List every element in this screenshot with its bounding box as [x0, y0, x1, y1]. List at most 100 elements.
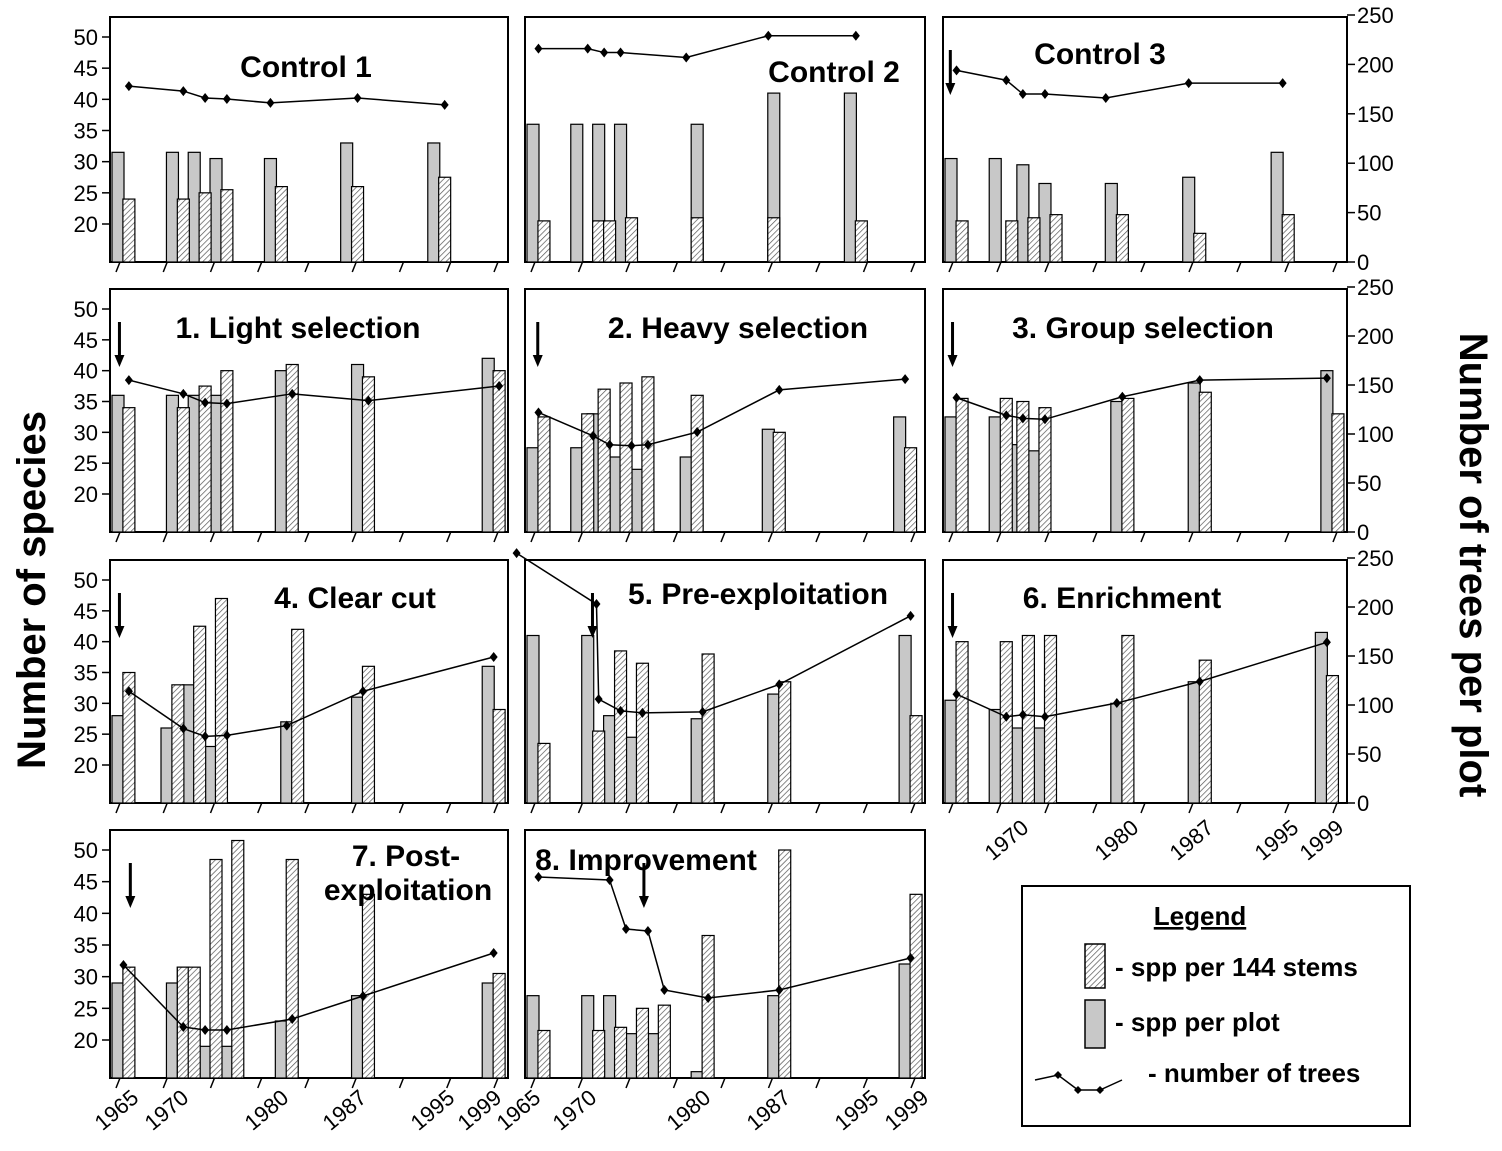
- bottom-tick: [351, 1077, 357, 1089]
- panel-6: 250 200 150 100 50 0 3. Group selection: [942, 275, 1394, 545]
- trees-marker: [704, 993, 713, 1003]
- bar-spp-per-144-stems: [1193, 232, 1207, 263]
- right-tick-label: 250: [1357, 275, 1394, 300]
- bottom-tick: [910, 261, 916, 273]
- trees-marker: [775, 985, 784, 995]
- bottom-tick: [304, 802, 310, 814]
- bar-spp-per-plot: [767, 995, 781, 1079]
- bottom-tick: [815, 531, 821, 543]
- bar-spp-per-144-stems: [641, 376, 655, 533]
- bottom-tick: [767, 1077, 774, 1089]
- bar-spp-per-144-stems: [537, 742, 551, 804]
- panel-title: Control 3: [1034, 38, 1166, 71]
- trees-marker: [440, 99, 449, 110]
- trees-marker: [534, 872, 543, 882]
- trees-marker: [282, 720, 291, 731]
- bottom-tick: [672, 802, 679, 814]
- bar-spp-per-144-stems: [619, 382, 633, 533]
- bar-spp-per-plot: [1038, 182, 1052, 263]
- bar-spp-per-plot: [481, 982, 495, 1079]
- event-arrow-head: [947, 355, 958, 367]
- trees-marker: [534, 43, 543, 54]
- bottom-tick: [767, 531, 774, 543]
- bottom-tick: [948, 802, 954, 814]
- bar-spp-per-plot: [203, 745, 218, 804]
- trees-marker: [627, 440, 636, 451]
- bottom-tick: [815, 802, 821, 814]
- bar-spp-per-144-stems: [1198, 659, 1212, 804]
- trees-marker: [616, 705, 625, 716]
- bar-spp-per-plot: [209, 157, 223, 263]
- bottom-tick: [1188, 531, 1194, 543]
- panel-title: 7. Post-: [352, 840, 460, 873]
- left-tick-label: 20: [74, 753, 98, 778]
- bar-spp-per-plot: [481, 665, 495, 804]
- bar-spp-per-plot: [898, 634, 912, 804]
- bar-spp-per-plot: [690, 718, 704, 804]
- trees-marker: [1040, 89, 1049, 100]
- bottom-tick: [1332, 802, 1338, 814]
- bar-spp-per-plot: [160, 727, 174, 804]
- left-tick-label: 25: [74, 722, 98, 747]
- bar-spp-per-144-stems: [537, 1029, 551, 1079]
- trees-marker: [179, 723, 188, 734]
- left-tick-label: 20: [74, 212, 98, 237]
- bottom-tick: [162, 261, 168, 273]
- left-tick-label: 25: [74, 996, 98, 1021]
- trees-marker: [489, 948, 498, 958]
- trees-marker: [901, 374, 910, 385]
- trees-marker: [605, 439, 614, 450]
- event-arrow-head: [125, 896, 136, 908]
- bar-spp-per-plot: [581, 634, 595, 804]
- bar-spp-per-plot: [350, 995, 365, 1079]
- panel-title: Control 1: [240, 51, 372, 84]
- panel-11: 8. Improvement: [524, 829, 926, 1089]
- left-tick-label: 30: [74, 150, 98, 175]
- trees-marker: [1040, 414, 1049, 425]
- legend-line-label: - number of trees: [1148, 1058, 1360, 1088]
- x-tick-label: 1995: [1250, 815, 1304, 866]
- x-tick-label: 1970: [140, 1085, 194, 1136]
- trees-marker: [1018, 709, 1027, 720]
- trees-marker: [364, 395, 373, 406]
- trees-marker: [1322, 373, 1331, 384]
- bottom-tick: [398, 802, 405, 814]
- bar-spp-per-144-stems: [603, 220, 617, 263]
- bar-spp-per-144-stems: [291, 628, 305, 804]
- trees-marker: [489, 651, 498, 662]
- bottom-tick: [910, 802, 916, 814]
- x-tick-label: 1970: [548, 1085, 602, 1136]
- bar-spp-per-144-stems: [613, 1026, 628, 1079]
- bar-spp-per-plot: [608, 456, 622, 533]
- right-tick-label: 50: [1357, 742, 1381, 767]
- bottom-tick: [351, 261, 357, 273]
- x-tick-label: 1980: [240, 1085, 294, 1136]
- bottom-tick: [862, 261, 869, 273]
- bar-spp-per-plot: [1314, 631, 1328, 804]
- trees-marker: [179, 388, 188, 399]
- bottom-tick: [672, 261, 679, 273]
- bottom-tick: [1044, 531, 1050, 543]
- bottom-tick: [577, 531, 584, 543]
- bottom-tick: [720, 802, 726, 814]
- bottom-tick: [351, 802, 357, 814]
- bar-spp-per-144-stems: [274, 186, 288, 263]
- bar-spp-per-plot: [570, 447, 584, 533]
- trees-marker: [1195, 676, 1204, 687]
- bottom-tick: [625, 531, 631, 543]
- bar-spp-per-144-stems: [438, 176, 452, 263]
- bottom-tick: [115, 1077, 121, 1089]
- trees-marker: [851, 30, 860, 41]
- bottom-tick: [815, 261, 821, 273]
- bar-spp-per-plot: [182, 684, 196, 804]
- bar-spp-per-plot: [198, 1045, 212, 1079]
- right-tick-label: 0: [1357, 520, 1369, 545]
- bar-spp-per-144-stems: [1198, 391, 1212, 533]
- bar-spp-per-plot: [1110, 400, 1124, 533]
- trees-marker: [1195, 375, 1204, 386]
- bar-spp-per-144-stems: [1121, 397, 1135, 533]
- panel-10: 50 45 40 35 30 25 20 7. Post-exploitation: [74, 829, 509, 1089]
- bottom-tick: [530, 261, 536, 273]
- bottom-tick: [1236, 261, 1242, 273]
